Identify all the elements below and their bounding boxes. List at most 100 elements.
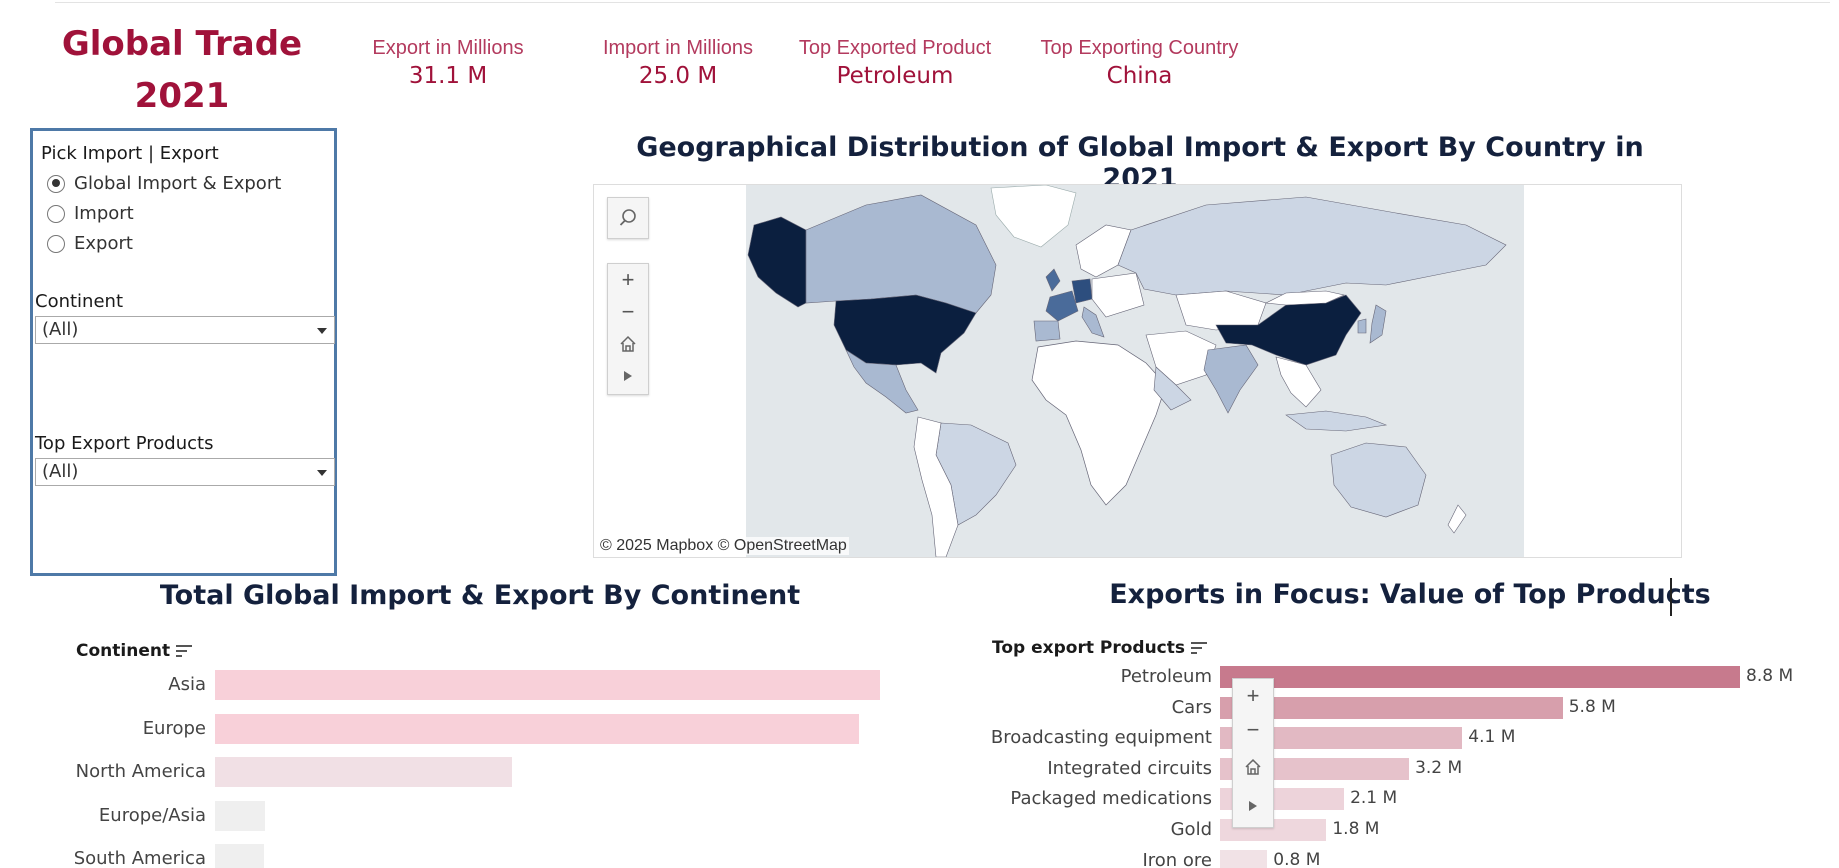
products-dropdown-value: (All)	[42, 461, 79, 482]
products-axis-header-label: Top export Products	[992, 638, 1185, 658]
play-icon[interactable]	[608, 360, 648, 392]
bar[interactable]	[215, 670, 880, 700]
radio-global[interactable]: Global Import & Export	[47, 173, 281, 194]
category-label: Cars	[1171, 696, 1212, 718]
country-greenland	[990, 185, 1077, 248]
bar[interactable]	[215, 800, 265, 831]
map-zoom-tools[interactable]: + −	[607, 263, 649, 395]
products-axis-header[interactable]: Top export Products	[992, 638, 1207, 658]
kpi-top-product: Top Exported Product Petroleum	[790, 36, 1000, 92]
map-title: Geographical Distribution of Global Impo…	[636, 132, 1644, 194]
bar[interactable]	[1220, 849, 1268, 868]
country-korea	[1357, 318, 1367, 334]
bar[interactable]	[215, 713, 859, 744]
home-icon[interactable]	[1233, 747, 1273, 787]
country-canada	[805, 194, 997, 314]
value-label: 1.8 M	[1332, 819, 1380, 839]
country-saudi-arabia	[1153, 366, 1192, 411]
kpi-import-label: Import in Millions	[602, 37, 754, 59]
radio-export[interactable]: Export	[47, 233, 133, 254]
title-line-2: 2021	[134, 76, 230, 116]
kpi-import-value: 25.0 M	[638, 63, 718, 89]
continent-axis-header[interactable]: Continent	[76, 641, 193, 661]
country-australia	[1330, 442, 1427, 518]
continent-chart-title: Total Global Import & Export By Continen…	[159, 580, 801, 611]
zoom-in-icon[interactable]: +	[1246, 683, 1260, 708]
search-icon[interactable]	[608, 198, 648, 238]
continent-axis-header-label: Continent	[76, 641, 171, 661]
country-germany	[1071, 278, 1093, 304]
country-italy	[1081, 306, 1105, 338]
bar[interactable]	[215, 757, 512, 787]
kpi-export-label: Export in Millions	[372, 37, 524, 59]
map-view[interactable]: + − © 2025 Mapbox © OpenStreetMap	[593, 184, 1682, 558]
map-search-tool[interactable]	[607, 197, 649, 239]
country-alaska	[747, 216, 807, 308]
category-label: North America	[75, 761, 206, 782]
category-label: Integrated circuits	[1047, 757, 1212, 779]
map-attribution[interactable]: © 2025 Mapbox © OpenStreetMap	[598, 537, 849, 555]
country-central-asia	[1175, 290, 1267, 331]
country-new-zealand	[1447, 504, 1467, 534]
value-label: 3.2 M	[1415, 757, 1463, 778]
kpi-export-value: 31.1 M	[408, 63, 488, 89]
radio-export-label: Export	[74, 233, 133, 254]
category-label: Gold	[1170, 819, 1212, 840]
dashboard-title: Global Trade 2021	[42, 18, 322, 122]
zoom-in-icon[interactable]: +	[621, 267, 635, 292]
dropdown-arrow-icon[interactable]	[317, 470, 327, 476]
radio-import[interactable]: Import	[47, 203, 134, 224]
country-uk	[1045, 268, 1061, 292]
category-label: Europe/Asia	[98, 804, 206, 826]
radio-import-label: Import	[74, 203, 134, 224]
kpi-top-product-label: Top Exported Product	[798, 37, 992, 59]
kpi-top-country: Top Exporting Country China	[1032, 36, 1247, 92]
country-eastern-europe	[1091, 272, 1145, 318]
country-mexico	[845, 349, 919, 414]
world-map[interactable]	[746, 185, 1524, 558]
continent-filter-label: Continent	[35, 291, 123, 312]
continent-dropdown-value: (All)	[42, 319, 79, 340]
bar[interactable]	[1220, 727, 1463, 750]
category-label: Asia	[168, 674, 206, 695]
products-chart-title: Exports in Focus: Value of Top Products	[1109, 579, 1711, 610]
bar[interactable]	[215, 844, 264, 868]
country-france	[1045, 290, 1079, 322]
category-label: Broadcasting equipment	[990, 727, 1212, 749]
bar[interactable]	[1220, 666, 1740, 688]
chart-zoom-tools[interactable]: + −	[1232, 678, 1274, 828]
radio-unchecked-icon[interactable]	[47, 234, 65, 253]
zoom-out-icon[interactable]: −	[621, 299, 635, 324]
country-russia	[1117, 196, 1507, 296]
radio-group-title: Pick Import | Export	[41, 143, 219, 164]
kpi-top-country-label: Top Exporting Country	[1040, 37, 1239, 59]
country-africa	[1031, 340, 1167, 506]
value-label: 2.1 M	[1350, 788, 1398, 809]
category-label: South America	[73, 848, 206, 868]
kpi-top-product-value: Petroleum	[836, 63, 954, 89]
continent-dropdown[interactable]: (All)	[35, 316, 335, 344]
sort-icon[interactable]	[176, 644, 193, 658]
kpi-import: Import in Millions 25.0 M	[588, 36, 768, 92]
zoom-out-icon[interactable]: −	[1246, 717, 1260, 742]
top-divider	[55, 2, 1830, 3]
products-filter-label: Top Export Products	[35, 433, 214, 454]
country-indonesia	[1285, 410, 1388, 432]
map-canvas[interactable]	[746, 185, 1524, 558]
home-icon[interactable]	[608, 328, 648, 360]
bar[interactable]	[1220, 696, 1563, 719]
sort-icon[interactable]	[1191, 641, 1207, 655]
play-icon[interactable]	[1233, 787, 1273, 825]
filter-panel: Pick Import | Export Global Import & Exp…	[30, 128, 337, 576]
products-dropdown[interactable]: (All)	[35, 458, 335, 486]
dropdown-arrow-icon[interactable]	[317, 328, 327, 334]
title-line-1: Global Trade	[61, 24, 303, 64]
category-label: Packaged medications	[1010, 788, 1212, 810]
text-cursor	[1670, 578, 1672, 616]
country-scandinavia	[1075, 224, 1132, 278]
radio-global-label: Global Import & Export	[74, 173, 282, 194]
radio-unchecked-icon[interactable]	[47, 204, 65, 223]
radio-checked-icon[interactable]	[47, 174, 65, 193]
value-label: 4.1 M	[1468, 727, 1516, 748]
country-japan	[1369, 304, 1387, 344]
